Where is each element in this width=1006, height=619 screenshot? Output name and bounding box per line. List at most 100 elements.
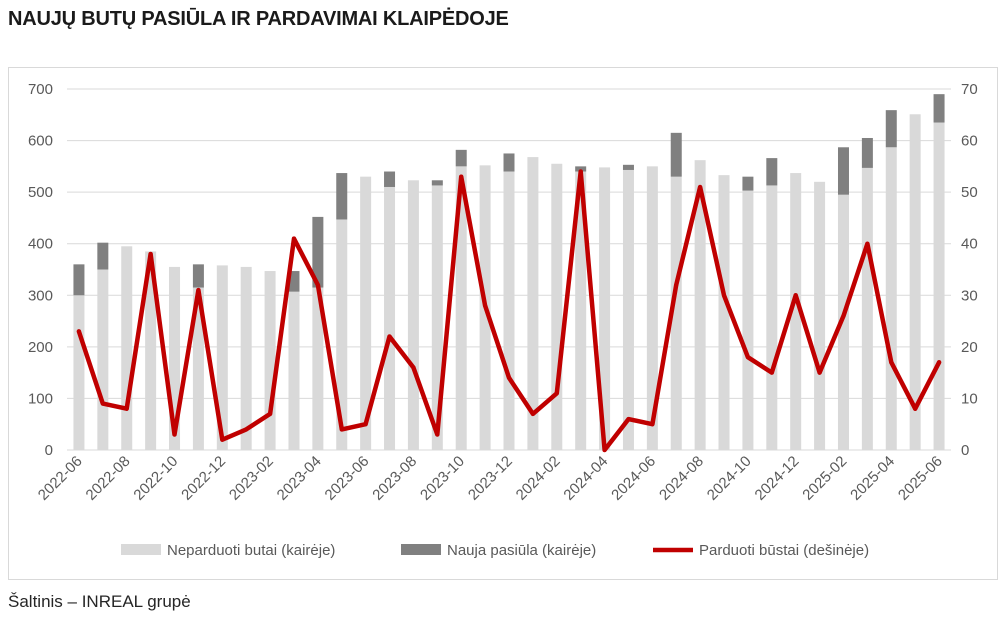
bar-new-supply xyxy=(885,110,897,148)
bar-unsold xyxy=(431,185,443,450)
x-tick-label: 2022-06 xyxy=(35,453,86,504)
bar-unsold xyxy=(718,175,730,451)
y-right-tick-label: 0 xyxy=(961,442,969,459)
sold-point xyxy=(937,360,942,365)
y-left-tick-label: 700 xyxy=(28,81,53,98)
bar-new-supply xyxy=(288,271,300,292)
bar-new-supply xyxy=(575,166,587,172)
bar-new-supply xyxy=(622,164,634,170)
sold-point xyxy=(459,174,464,179)
sold-point xyxy=(650,422,655,427)
sold-point xyxy=(100,401,105,406)
y-right-tick-label: 10 xyxy=(961,390,978,407)
x-tick-label: 2023-02 xyxy=(226,453,277,504)
bar-new-supply xyxy=(312,216,324,288)
bar-new-supply xyxy=(384,171,396,187)
sold-point xyxy=(913,406,918,411)
x-tick-label: 2023-08 xyxy=(369,453,420,504)
bar-unsold xyxy=(670,176,682,450)
bar-unsold xyxy=(336,219,348,450)
source-note: Šaltinis – INREAL grupė xyxy=(8,592,191,611)
bar-unsold xyxy=(694,160,706,450)
sold-point xyxy=(363,422,368,427)
y-right-tick-label: 40 xyxy=(961,236,978,253)
bar-unsold xyxy=(73,295,85,450)
bar-unsold xyxy=(97,269,109,450)
x-tick-label: 2022-10 xyxy=(130,453,181,504)
legend-label-1: Nauja pasiūla (kairėje) xyxy=(447,542,596,559)
sold-point xyxy=(483,303,488,308)
bar-unsold xyxy=(909,114,921,450)
y-right-tick-label: 70 xyxy=(961,81,978,98)
y-left-tick-label: 400 xyxy=(28,236,53,253)
bar-unsold xyxy=(503,171,515,450)
sold-point xyxy=(268,411,273,416)
sold-point xyxy=(698,184,703,189)
bar-unsold xyxy=(360,176,372,450)
bar-unsold xyxy=(837,194,849,450)
combo-chart: 0 100 200 300 400 500 600 700 0 10 20 30 40 50 60 70 202… xyxy=(28,81,978,559)
bar-unsold xyxy=(288,291,300,450)
sold-point xyxy=(745,355,750,360)
y-right-tick-label: 30 xyxy=(961,287,978,304)
y-right-tick-label: 60 xyxy=(961,133,978,150)
bar-unsold xyxy=(455,166,467,450)
y-left-tick-label: 600 xyxy=(28,133,53,150)
x-tick-label: 2025-04 xyxy=(847,453,898,504)
sold-point xyxy=(196,288,201,293)
bar-unsold xyxy=(742,190,754,450)
bar-new-supply xyxy=(336,173,348,220)
y-left-tick-label: 0 xyxy=(45,442,53,459)
bar-unsold xyxy=(240,266,252,450)
sold-point xyxy=(626,417,631,422)
sold-point xyxy=(793,293,798,298)
x-tick-label: 2022-12 xyxy=(178,453,229,504)
x-tick-label: 2025-02 xyxy=(799,453,850,504)
y-left-tick-label: 100 xyxy=(28,390,53,407)
sold-point xyxy=(220,437,225,442)
legend-swatch-0 xyxy=(121,544,161,555)
x-tick-label: 2023-04 xyxy=(274,453,325,504)
sold-point xyxy=(435,432,440,437)
bar-new-supply xyxy=(933,94,945,123)
x-tick-label: 2024-08 xyxy=(656,453,707,504)
bar-unsold xyxy=(407,180,419,450)
bar-unsold xyxy=(145,251,157,450)
sold-point xyxy=(602,448,607,452)
bar-new-supply xyxy=(837,147,849,195)
bar-unsold xyxy=(551,163,563,450)
bar-unsold xyxy=(766,185,778,450)
bar-unsold xyxy=(790,173,802,450)
y-left-tick-label: 200 xyxy=(28,339,53,356)
bar-unsold xyxy=(861,167,873,450)
legend-label-0: Neparduoti butai (kairėje) xyxy=(167,542,335,559)
bar-new-supply xyxy=(97,242,109,270)
bar-unsold xyxy=(169,266,181,450)
bar-unsold xyxy=(264,271,276,450)
bar-new-supply xyxy=(503,153,515,172)
y-right-tick-label: 20 xyxy=(961,339,978,356)
sold-point xyxy=(291,236,296,241)
sold-point xyxy=(817,370,822,375)
x-tick-label: 2024-02 xyxy=(513,453,564,504)
bar-unsold xyxy=(599,167,611,450)
legend-label-2: Parduoti būstai (dešinėje) xyxy=(699,542,869,559)
bar-new-supply xyxy=(861,137,873,168)
sold-point xyxy=(387,334,392,339)
bar-unsold xyxy=(527,157,539,450)
sold-point xyxy=(889,360,894,365)
bar-new-supply xyxy=(431,180,443,186)
sold-point xyxy=(244,427,249,432)
x-tick-label: 2024-06 xyxy=(608,453,659,504)
bar-unsold xyxy=(885,147,897,451)
bar-unsold xyxy=(312,287,324,450)
sold-point xyxy=(841,313,846,318)
x-tick-label: 2023-06 xyxy=(322,453,373,504)
sold-point xyxy=(769,370,774,375)
x-tick-label: 2024-04 xyxy=(560,453,611,504)
y-left-tick-label: 500 xyxy=(28,184,53,201)
sold-point xyxy=(339,427,344,432)
bar-new-supply xyxy=(73,264,85,296)
sold-point xyxy=(172,432,177,437)
sold-point xyxy=(411,365,416,370)
